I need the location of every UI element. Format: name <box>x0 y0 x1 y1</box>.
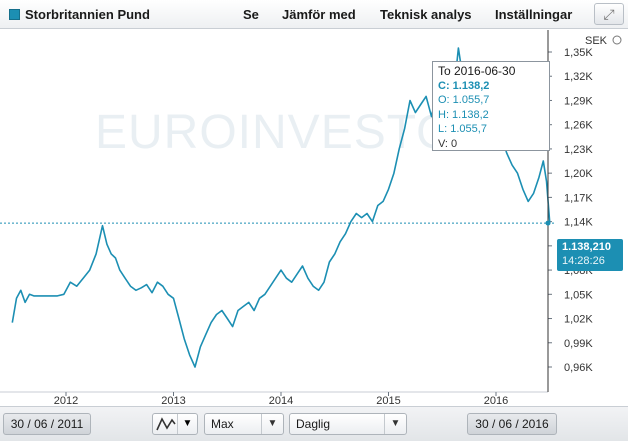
x-tick-label: 2016 <box>484 395 508 406</box>
tooltip-open: O: 1.055,7 <box>438 94 490 106</box>
tooltip-date: To 2016-06-30 <box>438 64 516 78</box>
start-date-field[interactable]: 30 / 06 / 2011 <box>3 413 91 435</box>
y-tick-label: 0,96K <box>564 362 593 374</box>
currency-label: SEK <box>585 35 608 47</box>
x-tick-label: 2012 <box>54 395 78 406</box>
y-tick-label: 1,23K <box>564 144 593 156</box>
current-price-tag: 1.138,210 14:28:26 <box>557 239 623 271</box>
period-value: Max <box>211 417 234 431</box>
x-tick-label: 2013 <box>161 395 185 406</box>
line-chart-icon <box>156 417 176 431</box>
y-tick-label: 1,05K <box>564 289 593 301</box>
y-tick-label: 1,17K <box>564 192 593 204</box>
toolbar: Storbritannien Pund Se Jämför med Teknis… <box>0 0 628 29</box>
tooltip-volume: V: 0 <box>438 137 458 150</box>
expand-icon[interactable]: ⤢ <box>594 3 624 25</box>
x-tick-label: 2014 <box>269 395 293 406</box>
menu-technical-analysis[interactable]: Teknisk analys <box>380 7 472 22</box>
y-tick-label: 0,99K <box>564 338 593 350</box>
tooltip-low: L: 1.055,7 <box>438 123 487 135</box>
y-tick-label: 1,32K <box>564 71 593 83</box>
chevron-down-icon: ▼ <box>384 414 406 434</box>
zoom-icon <box>612 35 622 45</box>
menu-compare[interactable]: Jämför med <box>282 7 356 22</box>
y-tick-label: 1,35K <box>564 47 593 59</box>
x-tick-label: 2015 <box>376 395 400 406</box>
data-tooltip: To 2016-06-30 C: 1.138,2 O: 1.055,7 H: 1… <box>432 61 550 151</box>
y-tick-label: 1,20K <box>564 168 593 180</box>
watermark-logo: EUROINVESTOR <box>95 106 490 159</box>
price-chart[interactable]: EUROINVESTOR 1,35K 1,32K 1,29K 1,26K 1,23K 1,2… <box>0 30 628 406</box>
y-tick-label: 1,29K <box>564 95 593 107</box>
chart-area[interactable]: EUROINVESTOR 1,35K 1,32K 1,29K 1,26K 1,23K 1,2… <box>0 30 628 406</box>
y-tick-label: 1,02K <box>564 314 593 326</box>
menu-se[interactable]: Se <box>243 7 259 22</box>
chevron-down-icon: ▼ <box>177 414 197 434</box>
chart-type-select[interactable]: ▼ <box>152 413 198 435</box>
current-price: 1.138,210 <box>562 241 611 253</box>
tooltip-high: H: 1.138,2 <box>438 108 489 121</box>
menu-settings[interactable]: Inställningar <box>495 7 573 22</box>
instrument-title: Storbritannien Pund <box>25 7 150 22</box>
chevron-down-icon: ▼ <box>261 414 283 434</box>
tooltip-close: C: 1.138,2 <box>438 79 490 92</box>
interval-select[interactable]: Daglig ▼ <box>289 413 407 435</box>
current-time: 14:28:26 <box>562 255 605 267</box>
instrument-icon <box>9 9 20 20</box>
y-tick-label: 1,26K <box>564 120 593 132</box>
period-select[interactable]: Max ▼ <box>204 413 284 435</box>
crosshair-point <box>545 220 551 226</box>
end-date-field[interactable]: 30 / 06 / 2016 <box>467 413 557 435</box>
y-tick-label: 1,14K <box>564 217 593 229</box>
bottom-bar: 30 / 06 / 2011 ▼ Max ▼ Daglig ▼ 30 / 06 … <box>0 406 628 441</box>
interval-value: Daglig <box>296 417 331 431</box>
